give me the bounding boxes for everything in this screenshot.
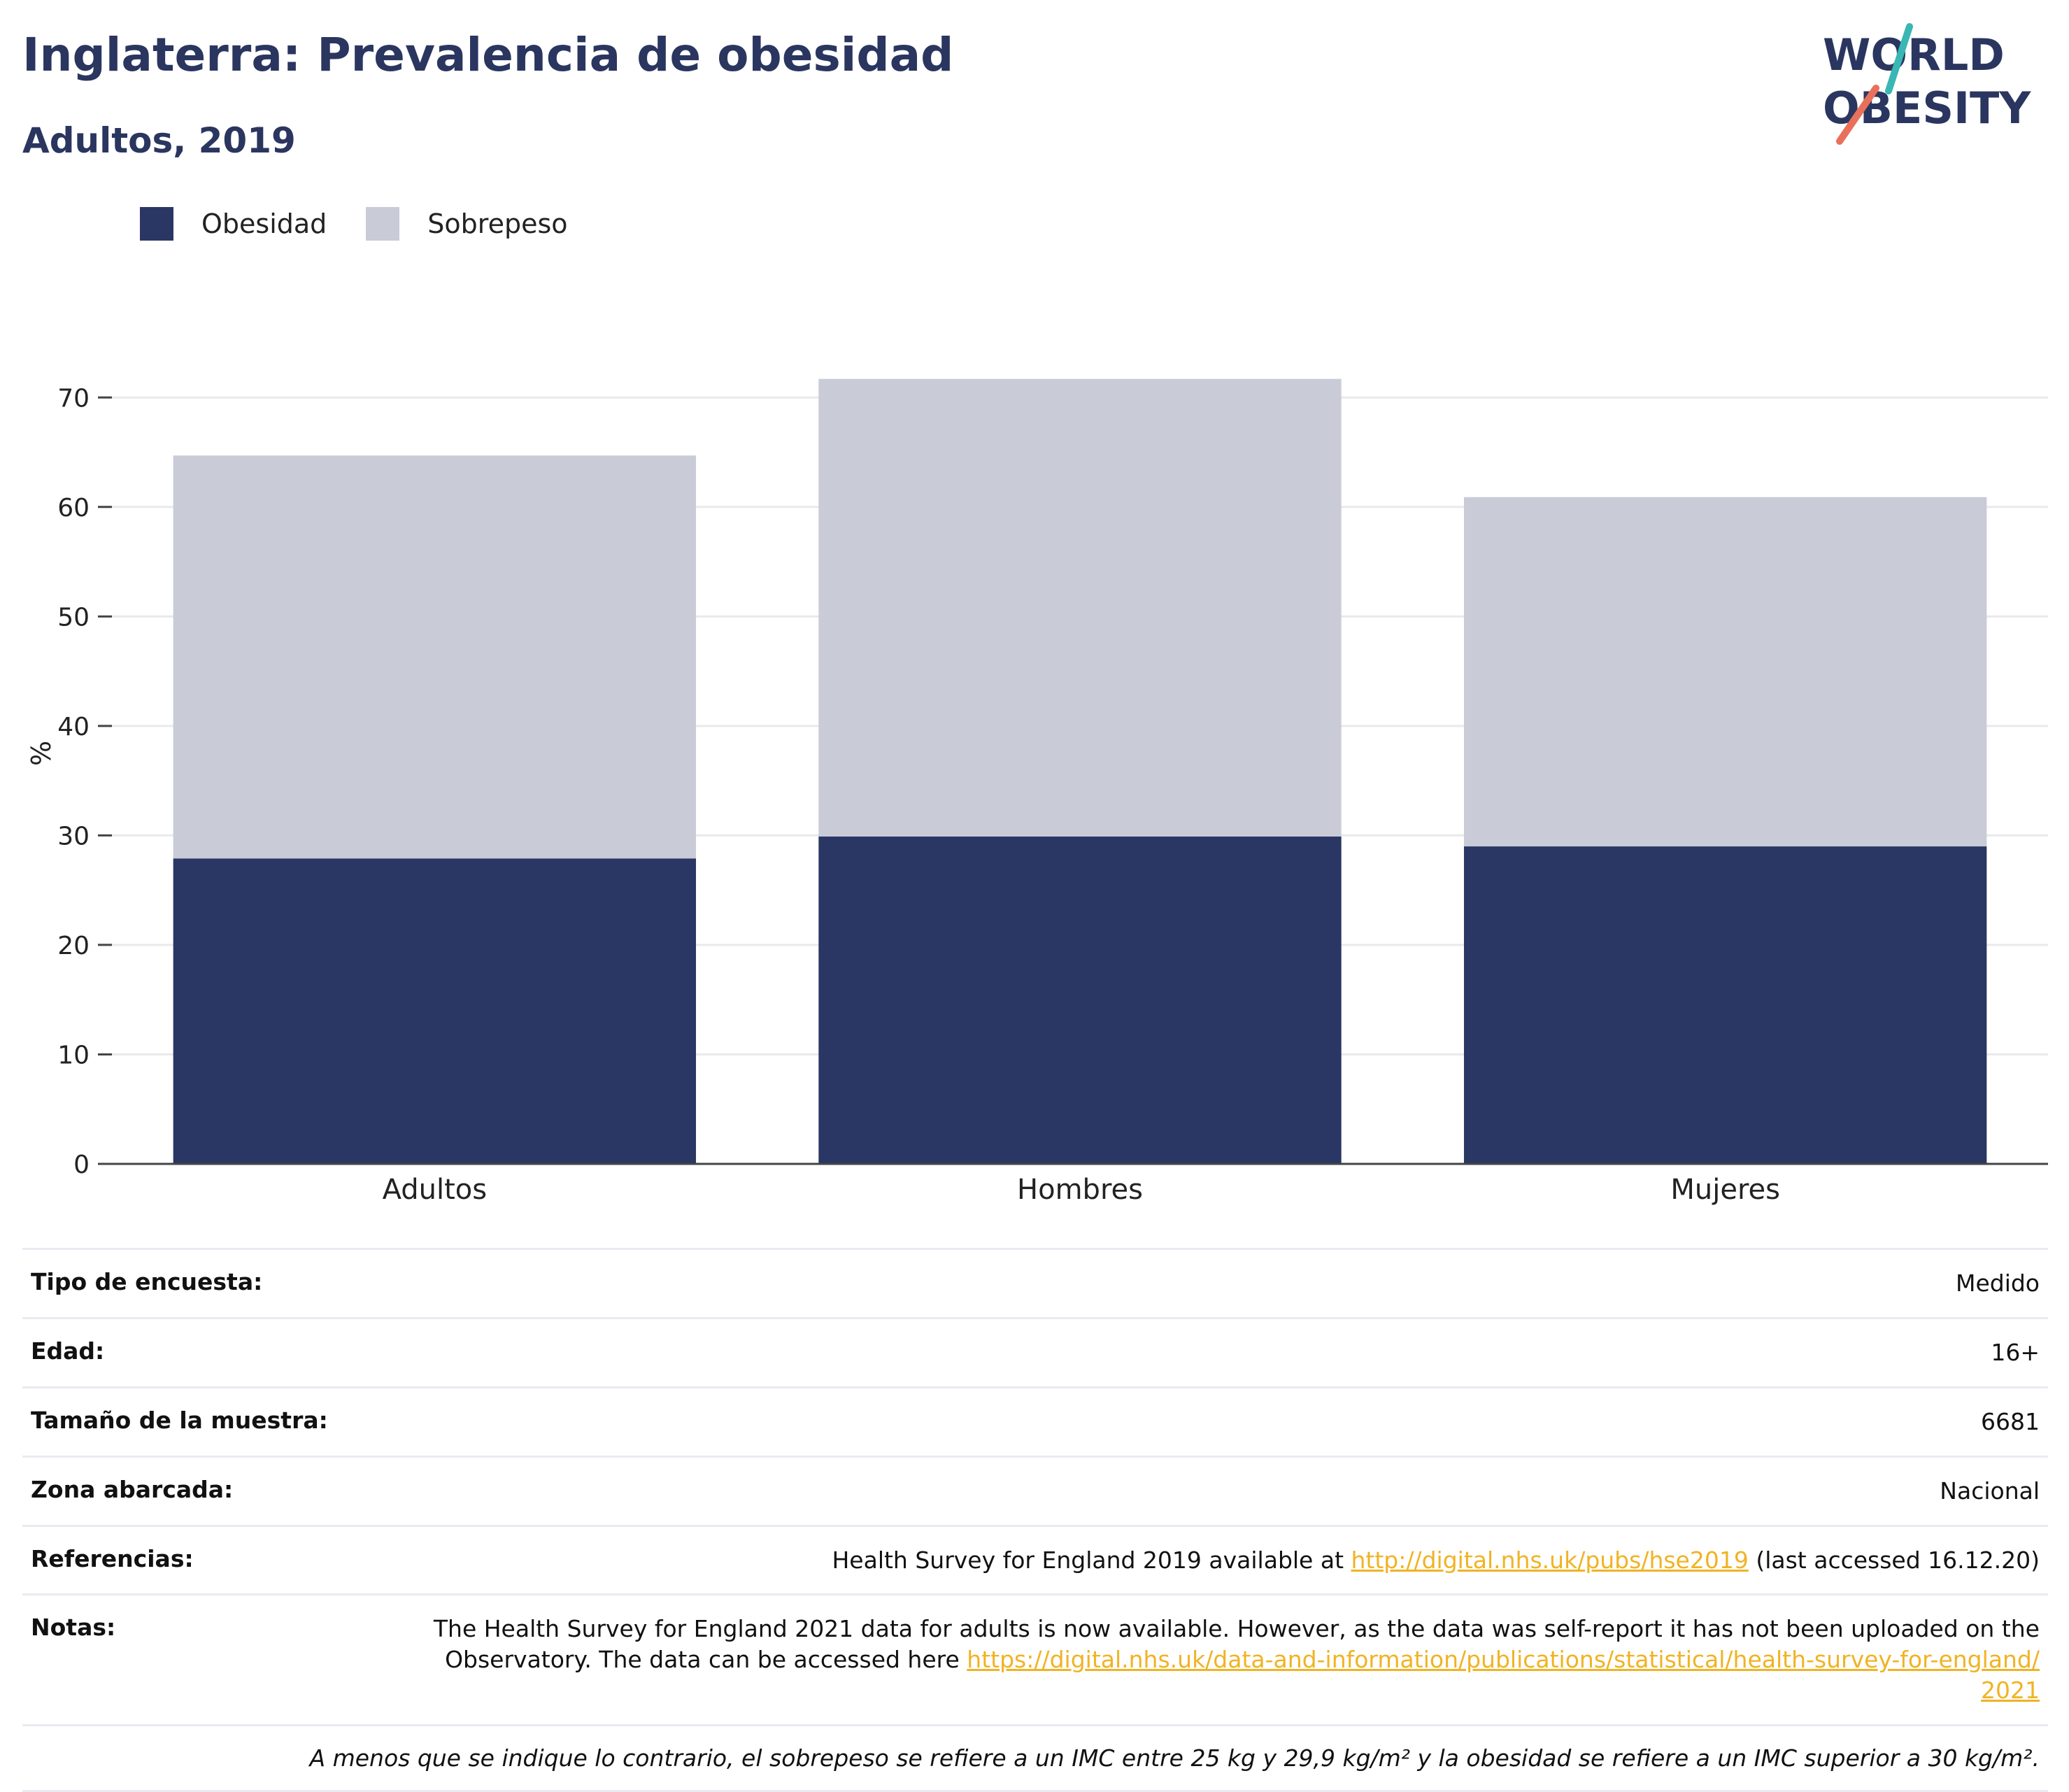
info-key: Notas: [31,1614,116,1642]
y-tick-label: 0 [73,1151,90,1179]
info-row-notes: Notas: The Health Survey for England 202… [22,1595,2048,1726]
logo-coral-slash [1836,85,1879,145]
references-link[interactable]: http://digital.nhs.uk/pubs/hse2019 [1351,1546,1749,1574]
info-row-survey-type: Tipo de encuesta: Medido [22,1250,2048,1319]
info-value-notes: The Health Survey for England 2021 data … [431,1614,2040,1706]
info-value-references: Health Survey for England 2019 available… [832,1545,2040,1576]
info-value: 6681 [1981,1407,2040,1435]
info-row-sample-size: Tamaño de la muestra: 6681 [22,1388,2048,1458]
y-tick-label: 40 [57,713,90,741]
info-key: Tamaño de la muestra: [31,1406,328,1434]
y-tick-label: 60 [57,494,90,522]
stacked-bar-chart: 0 10 20 30 40 50 60 70% Adultos Hombres Mujeres [26,378,2048,1206]
y-tick-label: 30 [57,822,90,851]
bar-obesity-hombres [818,836,1342,1164]
info-key: Referencias: [31,1544,194,1572]
bar-overweight-adultos [173,455,697,859]
logo-line2: OBESITY [1823,83,2031,134]
x-tick-label: Hombres [1017,1174,1143,1206]
references-text-after: (last accessed 16.12.20) [1748,1546,2040,1574]
world-obesity-logo[interactable]: WORLD OBESITY [1819,21,2056,147]
chart-legend: Obesidad Sobrepeso [140,207,607,241]
x-tick-label: Mujeres [1670,1174,1780,1206]
legend-swatch-overweight [366,207,400,241]
x-tick-label: Adultos [383,1174,488,1206]
info-value: 16+ [1991,1338,2040,1366]
notes-link[interactable]: https://digital.nhs.uk/data-and-informat… [967,1646,2040,1705]
y-tick-label: 10 [57,1041,90,1069]
bar-obesity-adultos [173,858,697,1164]
legend-item-overweight[interactable]: Sobrepeso [366,207,568,241]
y-tick-label: 50 [57,603,90,632]
info-row-age: Edad: 16+ [22,1319,2048,1388]
bar-overweight-hombres [818,378,1342,837]
legend-label-obesity: Obesidad [201,208,327,239]
info-key: Zona abarcada: [31,1475,234,1503]
references-text-before: Health Survey for England 2019 available… [832,1546,1351,1574]
notes-text: The Health Survey for England 2021 data … [433,1615,2040,1674]
logo-line1: WORLD [1823,29,2005,80]
bmi-footnote: A menos que se indique lo contrario, el … [22,1726,2048,1792]
page-title: Inglaterra: Prevalencia de obesidad [22,28,954,82]
info-key: Tipo de encuesta: [31,1268,263,1295]
legend-label-overweight: Sobrepeso [427,208,568,239]
y-tick-label: 70 [57,384,90,413]
info-row-references: Referencias: Health Survey for England 2… [22,1527,2048,1596]
page-subtitle: Adultos, 2019 [22,120,296,161]
bar-overweight-mujeres [1463,497,1987,847]
info-row-coverage: Zona abarcada: Nacional [22,1458,2048,1527]
y-axis-label: % [26,741,57,766]
survey-info-table: Tipo de encuesta: Medido Edad: 16+ Tamañ… [22,1248,2048,1792]
info-value: Medido [1955,1270,2040,1297]
info-value: Nacional [1940,1477,2040,1505]
y-tick-label: 20 [57,932,90,960]
legend-item-obesity[interactable]: Obesidad [140,207,327,241]
bar-obesity-mujeres [1463,846,1987,1164]
logo-teal-slash [1885,23,1913,94]
legend-swatch-obesity [140,207,173,241]
info-key: Edad: [31,1337,105,1365]
